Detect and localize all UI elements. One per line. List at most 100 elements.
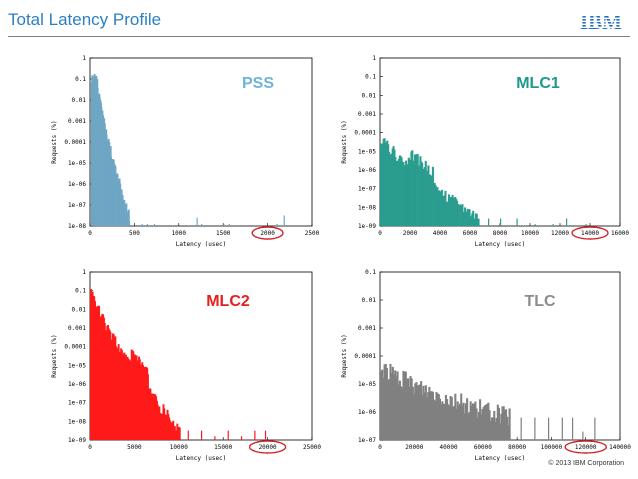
- x-tick-label: 120000: [575, 444, 597, 451]
- bar: [405, 378, 409, 440]
- x-axis-label: Latency (usec): [475, 241, 526, 248]
- chart-tlc: 0.1 0.01 0.001 0.0001 1e-05 1e-06 1e-070 20000 4…: [341, 269, 631, 462]
- bar: [474, 401, 477, 440]
- y-tick-label: 1e-06: [358, 409, 376, 416]
- x-tick-label: 40000: [440, 444, 458, 451]
- title-divider: [8, 36, 630, 37]
- y-tick-label: 1e-05: [358, 381, 376, 388]
- bar: [464, 403, 468, 440]
- bar: [414, 383, 417, 440]
- bar: [495, 417, 498, 440]
- bar: [494, 421, 497, 440]
- y-tick-label: 1e-08: [68, 418, 86, 425]
- y-tick-label: 1: [82, 55, 86, 62]
- bar: [387, 380, 390, 440]
- bar-spike: [585, 224, 587, 226]
- chart-pss: 1 0.1 0.01 0.001 0.0001 1e-05 1e-06 1e-07 1e-080…: [51, 55, 320, 248]
- bar: [438, 398, 442, 440]
- y-tick-label: 1e-06: [358, 167, 376, 174]
- y-tick-label: 0.01: [72, 306, 87, 313]
- bar-spike: [227, 430, 229, 440]
- y-tick-label: 1e-05: [68, 160, 86, 167]
- bar: [486, 403, 489, 440]
- bar: [431, 391, 434, 440]
- highlight-circle: [571, 226, 609, 240]
- bar-spike: [552, 224, 554, 226]
- y-tick-label: 1e-07: [68, 400, 86, 407]
- bar: [508, 408, 511, 440]
- bar: [440, 404, 443, 440]
- bar: [420, 381, 423, 440]
- bar-spike: [141, 223, 143, 226]
- x-tick-label: 6000: [463, 230, 478, 237]
- bar: [449, 396, 452, 440]
- bar: [391, 366, 394, 440]
- bar-spike: [572, 417, 574, 440]
- bar: [441, 401, 444, 440]
- y-axis-label: Requests (%): [51, 120, 58, 163]
- bar: [477, 218, 480, 226]
- bar: [411, 386, 414, 440]
- bar-spike: [582, 431, 584, 440]
- bar-spike: [196, 217, 198, 226]
- bar: [424, 385, 427, 440]
- bar: [413, 394, 416, 440]
- panel-label: TLC: [524, 293, 556, 310]
- bar: [442, 403, 445, 440]
- bar: [392, 374, 396, 440]
- bar: [475, 213, 478, 226]
- x-tick-label: 14000: [581, 230, 599, 237]
- x-tick-label: 20000: [259, 444, 277, 451]
- x-tick-label: 0: [88, 230, 92, 237]
- x-axis-label: Latency (usec): [176, 241, 227, 248]
- x-tick-label: 25000: [303, 444, 321, 451]
- y-tick-label: 1e-07: [358, 186, 376, 193]
- bar: [459, 403, 462, 440]
- bar: [506, 416, 509, 440]
- panel-label: MLC1: [516, 75, 560, 92]
- y-axis-label: Requests (%): [341, 120, 348, 163]
- bar-spike: [534, 224, 536, 226]
- bar: [475, 408, 478, 440]
- bar: [383, 364, 386, 440]
- bar-spike: [214, 436, 216, 440]
- x-tick-label: 20000: [405, 444, 423, 451]
- bar-spike: [153, 223, 156, 226]
- bar: [417, 385, 420, 440]
- highlight-circle: [248, 440, 287, 454]
- bar: [481, 409, 484, 440]
- bar: [463, 413, 466, 440]
- y-tick-label: 0.1: [365, 74, 376, 81]
- x-tick-label: 2000: [260, 230, 275, 237]
- bar: [380, 371, 383, 440]
- x-tick-label: 0: [378, 230, 382, 237]
- bar: [488, 410, 491, 440]
- bar: [408, 387, 411, 440]
- x-axis-label: Latency (usec): [475, 455, 526, 462]
- x-tick-label: 0: [378, 444, 382, 451]
- bar: [447, 404, 450, 440]
- bar: [398, 380, 401, 440]
- y-axis-label: Requests (%): [341, 334, 348, 377]
- bar: [426, 397, 429, 440]
- bar-spike: [520, 417, 522, 440]
- chart-mlc1: 1 0.1 0.01 0.001 0.0001 1e-05 1e-06 1e-07 1e-08 1…: [341, 55, 629, 248]
- bar: [384, 363, 387, 440]
- bar: [443, 403, 446, 440]
- bar: [436, 393, 439, 440]
- x-tick-label: 12000: [551, 230, 569, 237]
- bar: [484, 404, 488, 440]
- bar: [422, 385, 425, 440]
- bar: [453, 406, 456, 440]
- x-tick-label: 60000: [474, 444, 492, 451]
- bar: [446, 399, 449, 440]
- bar: [477, 411, 480, 440]
- bar: [397, 384, 400, 440]
- bar: [435, 392, 438, 440]
- y-tick-label: 0.0001: [64, 139, 86, 146]
- bar: [497, 407, 501, 440]
- bar: [493, 410, 496, 440]
- x-axis-label: Latency (usec): [176, 455, 227, 462]
- bar-spike: [264, 430, 267, 440]
- x-tick-label: 0: [88, 444, 92, 451]
